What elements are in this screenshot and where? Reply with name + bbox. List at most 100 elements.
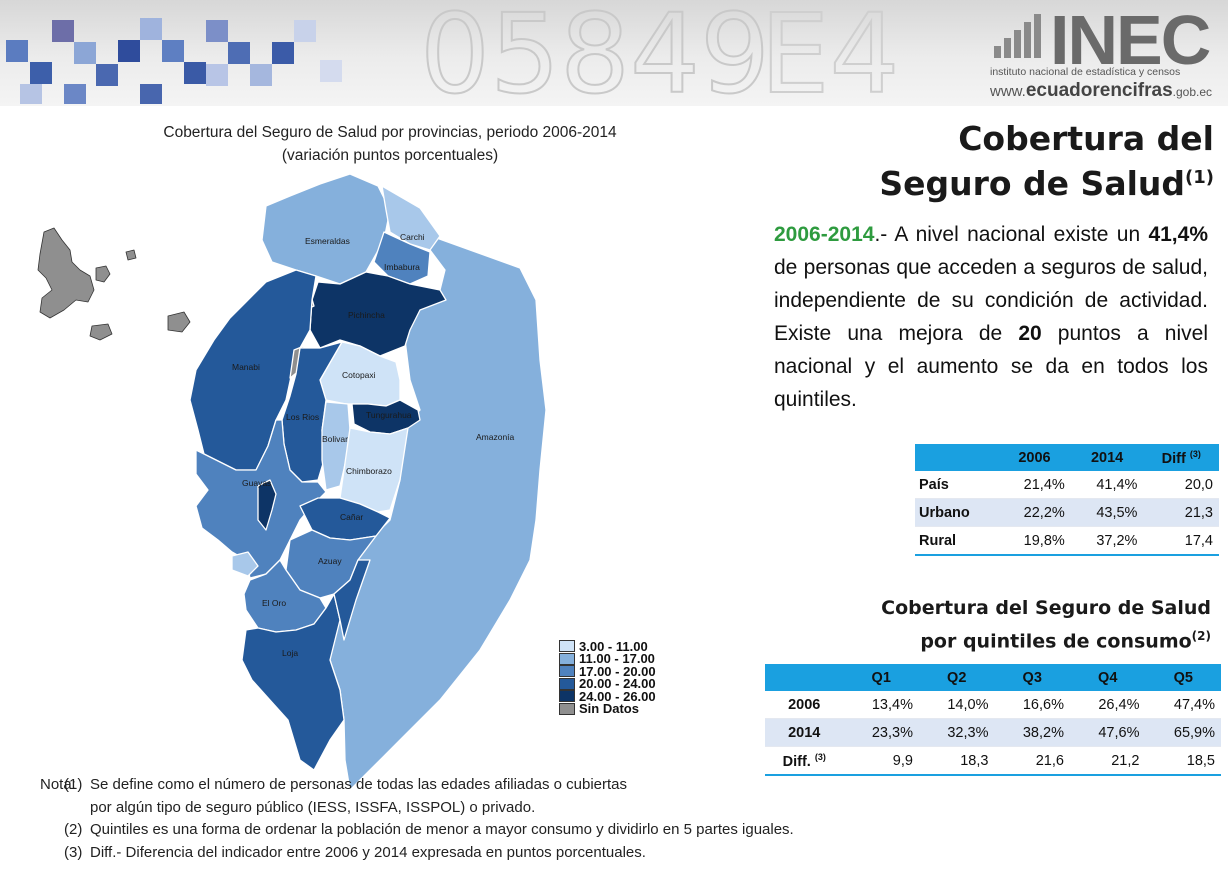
area-table-body: País 21,4% 41,4% 20,0 Urbano 22,2% 43,5% 21,3 Ru… bbox=[915, 471, 1219, 556]
svg-text:05849: 05849 bbox=[420, 0, 770, 106]
table-row: 2014 23,3% 32,3% 38,2% 47,6% 65,9% bbox=[765, 718, 1221, 747]
table-header-q5: Q5 bbox=[1145, 664, 1221, 691]
label-tungurahua: Tungurahua bbox=[366, 410, 412, 420]
quintile-title-line1: Cobertura del Seguro de Salud bbox=[881, 597, 1211, 619]
cell-q5: 18,5 bbox=[1145, 746, 1221, 776]
map-province-zamora[interactable] bbox=[333, 559, 371, 641]
map-province-galapagos-isle5[interactable] bbox=[89, 323, 113, 341]
cell-diff: 20,0 bbox=[1143, 471, 1219, 499]
map-province-puna[interactable] bbox=[231, 551, 259, 577]
map-legend: 3.00 - 11.00 11.00 - 17.00 17.00 - 20.00 20… bbox=[559, 639, 656, 717]
note-1-line1: Se define como el número de personas de … bbox=[90, 776, 628, 793]
cell-diff: 21,3 bbox=[1143, 498, 1219, 527]
cell-q3: 21,6 bbox=[994, 746, 1070, 776]
cell-q5: 47,4% bbox=[1145, 691, 1221, 719]
cell-q3: 16,6% bbox=[994, 691, 1070, 719]
map-province-chimborazo[interactable] bbox=[339, 427, 409, 513]
note-3-text: Diff.- Diferencia del indicador entre 20… bbox=[90, 843, 646, 861]
note-1-line2: por algún tipo de seguro público (IESS, … bbox=[90, 798, 536, 816]
label-chimborazo: Chimborazo bbox=[346, 466, 392, 476]
header-pattern: 05849 E4 bbox=[6, 0, 1041, 106]
table-header-empty bbox=[765, 664, 844, 691]
row-label: Rural bbox=[915, 526, 999, 556]
inec-logo-subtitle: instituto nacional de estadística y cens… bbox=[990, 66, 1181, 78]
legend-label: 11.00 - 17.00 bbox=[579, 651, 655, 667]
row-label-sup: (3) bbox=[814, 751, 826, 762]
map-province-pichincha[interactable] bbox=[309, 271, 447, 357]
note-2-num: (2) bbox=[64, 821, 83, 838]
cell-q2: 32,3% bbox=[918, 718, 995, 747]
summary-text1: .- A nivel nacional existe un bbox=[874, 223, 1149, 246]
map-province-carchi[interactable] bbox=[381, 185, 441, 251]
label-carchi: Carchi bbox=[400, 232, 425, 242]
note-3-num: (3) bbox=[64, 843, 83, 861]
map-province-galapagos-isle3[interactable] bbox=[125, 249, 137, 261]
cell-q2: 18,3 bbox=[918, 746, 995, 776]
inec-logo-text: INEC bbox=[1050, 1, 1211, 79]
map-province-imbabura[interactable] bbox=[373, 231, 431, 285]
area-coverage-table: 2006 2014 Diff (3) País 21,4% 41,4% 20,0 Urb… bbox=[915, 444, 1219, 556]
map-province-galapagos-isle4[interactable] bbox=[167, 311, 191, 333]
map-province-bolivar[interactable] bbox=[321, 401, 351, 491]
note-2-text: Quintiles es una forma de ordenar la pob… bbox=[90, 821, 794, 838]
map-province-galapagos[interactable] bbox=[37, 227, 95, 319]
label-bolivar: Bolivar bbox=[322, 434, 348, 444]
note-label: Nota: bbox=[40, 776, 76, 793]
table-header-row: Q1 Q2 Q3 Q4 Q5 bbox=[765, 664, 1221, 691]
map-province-galapagos-isle2[interactable] bbox=[95, 265, 111, 283]
cell-q2: 14,0% bbox=[918, 691, 995, 719]
main-title-line2-wrap: Seguro de Salud(1) bbox=[879, 161, 1214, 206]
table-header-empty bbox=[915, 444, 999, 471]
note-1-num: (1) bbox=[64, 776, 83, 793]
legend-item: Sin Datos bbox=[559, 701, 656, 717]
label-guayas: Guayas bbox=[242, 478, 271, 488]
ecuador-map: Esmeraldas Carchi Imbabura Pichincha Man… bbox=[37, 173, 547, 791]
main-title: Cobertura del Seguro de Salud(1) bbox=[879, 116, 1214, 206]
web-prefix: www. bbox=[990, 83, 1026, 100]
summary-paragraph: 2006-2014.- A nivel nacional existe un 4… bbox=[774, 218, 1208, 416]
header-squares bbox=[6, 18, 342, 104]
quintile-title-line2: por quintiles de consumo bbox=[920, 630, 1192, 653]
row-label: País bbox=[915, 471, 999, 499]
legend-item: 24.00 - 26.00 bbox=[559, 689, 656, 704]
map-province-guayas-detail[interactable] bbox=[257, 479, 277, 531]
row-label: 2006 bbox=[788, 696, 821, 713]
row-label-cell: 2014 bbox=[765, 718, 844, 747]
map-province-esmeraldas[interactable] bbox=[261, 173, 391, 285]
map-province-losrios[interactable] bbox=[281, 341, 343, 483]
quintile-table-body: 2006 13,4% 14,0% 16,6% 26,4% 47,4% 2014 23,3% 32… bbox=[765, 691, 1221, 776]
label-esmeraldas: Esmeraldas bbox=[305, 236, 350, 246]
label-losrios: Los Rios bbox=[286, 412, 319, 422]
map-province-loja[interactable] bbox=[241, 593, 345, 771]
quintile-title-sup: (2) bbox=[1191, 629, 1211, 643]
summary-text3: puntos a nivel nacional y el aumento se … bbox=[774, 322, 1208, 411]
diff-sup: (3) bbox=[1189, 448, 1201, 459]
legend-swatch bbox=[559, 690, 575, 703]
legend-swatch bbox=[559, 702, 575, 715]
cell-2006: 22,2% bbox=[998, 498, 1071, 527]
row-label-cell: Diff. (3) bbox=[765, 746, 844, 776]
web-suffix: .gob.ec bbox=[1172, 85, 1213, 99]
label-loja: Loja bbox=[282, 648, 298, 658]
legend-swatch bbox=[559, 652, 575, 665]
cell-q3: 38,2% bbox=[994, 718, 1070, 747]
table-header-2006: 2006 bbox=[998, 444, 1071, 471]
header-digits: 05849 E4 bbox=[419, 0, 901, 106]
legend-swatch bbox=[559, 677, 575, 690]
table-header-q4: Q4 bbox=[1069, 664, 1146, 691]
main-title-line2: Seguro de Salud bbox=[879, 164, 1186, 203]
summary-pts: 20 bbox=[1018, 322, 1042, 345]
web-main: ecuadorencifras bbox=[1025, 80, 1173, 101]
cell-q1: 23,3% bbox=[843, 718, 919, 747]
legend-label: Sin Datos bbox=[579, 701, 639, 717]
main-title-sup: (1) bbox=[1185, 167, 1214, 188]
table-row: Diff. (3) 9,9 18,3 21,6 21,2 18,5 bbox=[765, 746, 1221, 776]
label-azuay: Azuay bbox=[318, 556, 342, 566]
map-province-tungurahua[interactable] bbox=[351, 399, 421, 435]
header-banner: 05849 E4 INEC instituto nacional de esta… bbox=[0, 0, 1228, 106]
table-header-q1: Q1 bbox=[843, 664, 919, 691]
legend-label: 20.00 - 24.00 bbox=[579, 676, 656, 692]
cell-q4: 47,6% bbox=[1069, 718, 1146, 747]
label-imbabura: Imbabura bbox=[384, 262, 420, 272]
table-header-2014: 2014 bbox=[1070, 444, 1144, 471]
